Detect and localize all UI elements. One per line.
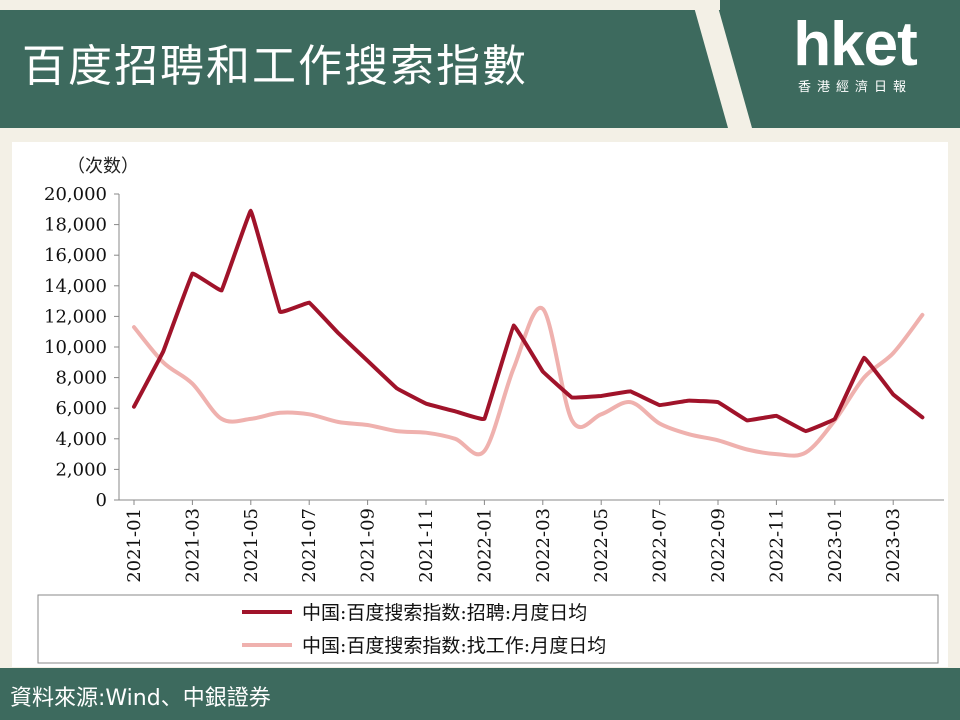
y-tick-label: 10,000 (44, 337, 107, 358)
legend-label-1: 中国:百度搜索指数:招聘:月度日均 (302, 602, 587, 624)
logo-subtitle: 香港經濟日報 (797, 80, 912, 95)
chart-panel: （次数） 0 2,000 4,000 6,000 8,000 10,000 12,000 14… (12, 142, 948, 667)
x-tick-label: 2021-11 (416, 508, 437, 583)
y-tick-label: 20,000 (44, 184, 107, 205)
series-line-2 (132, 305, 925, 458)
series-line-1 (132, 208, 925, 434)
x-tick-label: 2021-09 (358, 508, 379, 583)
legend-box (37, 594, 939, 664)
y-tick-label: 8,000 (55, 368, 107, 389)
logo-wordmark: hket (793, 10, 917, 79)
y-tick-label: 0 (96, 490, 107, 511)
y-tick-label: 2,000 (55, 459, 107, 480)
x-tick-label: 2021-05 (241, 508, 262, 583)
y-tick-label: 14,000 (44, 276, 107, 297)
x-tick-label: 2022-09 (708, 508, 729, 583)
y-tick-label: 4,000 (55, 429, 107, 450)
page-title: 百度招聘和工作搜索指數 (22, 41, 528, 92)
y-tick-label: 12,000 (44, 306, 107, 327)
y-unit-label: （次数） (67, 156, 139, 177)
x-tick-label: 2022-05 (591, 508, 612, 583)
source-note: 資料來源:Wind、中銀證券 (10, 686, 271, 711)
y-tick-label: 6,000 (55, 398, 107, 419)
line-chart: （次数） 0 2,000 4,000 6,000 8,000 10,000 12,000 14… (37, 156, 944, 664)
x-tick-label: 2021-07 (299, 508, 320, 583)
x-tick-label: 2023-03 (883, 508, 904, 583)
x-tick-label: 2021-03 (182, 508, 203, 583)
x-tick-label: 2022-03 (533, 508, 554, 583)
header-logo-area (720, 0, 960, 128)
x-tick-label: 2021-01 (124, 508, 145, 583)
brand-logo[interactable]: hket 香港經濟日報 (770, 10, 940, 105)
legend-label-2: 中国:百度搜索指数:找工作:月度日均 (302, 635, 606, 657)
footer-bar: 資料來源:Wind、中銀證券 (0, 668, 960, 720)
x-axis-ticks: 2021-01 2021-03 2021-05 2021-07 2021-09 2021-… (124, 500, 904, 583)
x-tick-label: 2022-11 (766, 508, 787, 583)
y-tick-label: 18,000 (44, 215, 107, 236)
header-divider (692, 0, 752, 128)
series-lines (132, 208, 925, 458)
x-tick-label: 2023-01 (825, 508, 846, 583)
y-axis-ticks: 0 2,000 4,000 6,000 8,000 10,000 12,000 14,000 1… (44, 184, 119, 511)
x-tick-label: 2022-07 (650, 508, 671, 583)
y-tick-label: 16,000 (44, 245, 107, 266)
x-tick-label: 2022-01 (474, 508, 495, 583)
